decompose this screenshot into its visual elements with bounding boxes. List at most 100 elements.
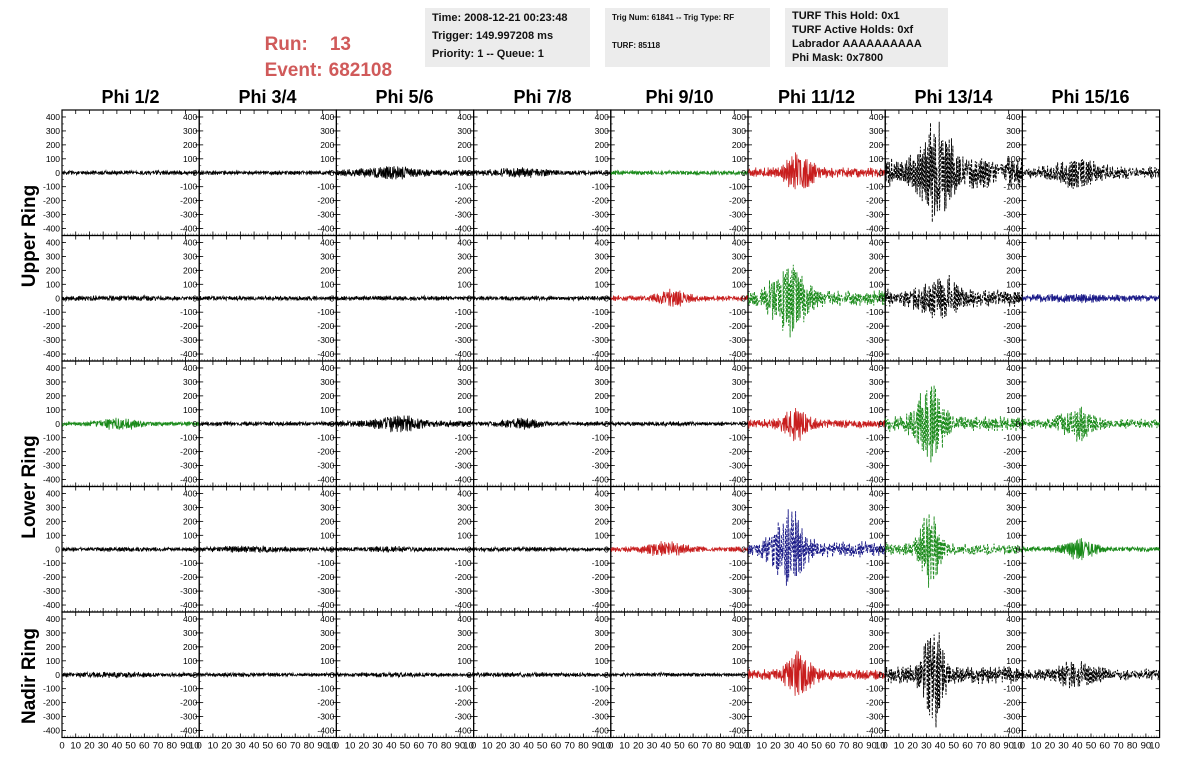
y-tick-label: 0 [604, 168, 609, 178]
y-tick-label: -400 [1003, 224, 1020, 234]
waveform-trace [336, 671, 474, 679]
y-tick-label: -300 [43, 335, 60, 345]
y-tick-label: -300 [729, 712, 746, 722]
waveform-trace [61, 546, 200, 553]
y-tick-label: -400 [317, 349, 334, 359]
y-tick-label: 200 [1006, 265, 1020, 275]
waveform-panel-r2-c4: 400 300 200 100 0 -100 -200 -300 -400 [592, 360, 749, 488]
x-tick-label: 10 [345, 741, 356, 752]
y-tick-label: -200 [729, 321, 746, 331]
y-tick-label: 400 [732, 237, 746, 247]
y-tick-label: -400 [729, 600, 746, 610]
y-tick-label: -100 [866, 182, 883, 192]
waveform-panel-r2-c5: 400 300 200 100 0 -100 -200 -300 -400 [729, 360, 886, 488]
y-tick-label: -200 [866, 196, 883, 206]
y-tick-label: -300 [180, 335, 197, 345]
y-tick-label: 200 [457, 642, 471, 652]
y-tick-label: 0 [1016, 670, 1021, 680]
y-tick-label: 400 [457, 614, 471, 624]
waveform-trace [747, 509, 886, 586]
y-tick-label: -200 [317, 321, 334, 331]
y-tick-label: -400 [592, 475, 609, 485]
waveform-trace [747, 264, 886, 338]
y-tick-label: 200 [320, 642, 334, 652]
y-tick-label: 0 [330, 293, 335, 303]
column-label-phi-9-10: Phi 9/10 [645, 87, 714, 107]
y-tick-label: 300 [595, 628, 609, 638]
x-tick-label: 10 [463, 741, 474, 752]
y-tick-label: 0 [1016, 419, 1021, 429]
waveform-trace [198, 545, 337, 554]
y-tick-label: 100 [595, 279, 609, 289]
y-tick-label: -400 [43, 475, 60, 485]
y-tick-label: -300 [729, 335, 746, 345]
y-tick-label: -100 [180, 182, 197, 192]
x-tick-label: 10 [1149, 741, 1160, 752]
y-tick-label: 200 [595, 516, 609, 526]
y-tick-label: 200 [869, 140, 883, 150]
y-tick-label: 300 [46, 126, 60, 136]
y-tick-label: -400 [180, 224, 197, 234]
y-tick-label: -400 [317, 224, 334, 234]
y-tick-label: -200 [43, 572, 60, 582]
y-tick-label: -400 [317, 600, 334, 610]
y-tick-label: 200 [457, 140, 471, 150]
y-tick-label: -300 [317, 210, 334, 220]
column-label-phi-15-16: Phi 15/16 [1051, 87, 1130, 107]
waveform-trace [198, 169, 337, 176]
y-tick-label: -200 [180, 196, 197, 206]
y-tick-label: -200 [1003, 447, 1020, 457]
x-tick-label: 40 [386, 741, 397, 752]
y-tick-label: -300 [180, 712, 197, 722]
x-tick-label: 90 [866, 741, 877, 752]
x-tick-label: 60 [1099, 741, 1110, 752]
y-tick-label: -100 [455, 182, 472, 192]
waveform-panel-r1-c3: 400 300 200 100 0 -100 -200 -300 -400 [455, 234, 612, 362]
y-tick-label: 200 [595, 391, 609, 401]
y-tick-label: -400 [455, 600, 472, 610]
y-tick-label: 400 [732, 488, 746, 498]
y-tick-label: 0 [467, 168, 472, 178]
y-tick-label: -200 [592, 447, 609, 457]
y-tick-label: 100 [595, 530, 609, 540]
panel-frame [884, 611, 1024, 739]
waveform-trace [61, 671, 200, 680]
y-tick-label: -300 [729, 586, 746, 596]
y-tick-label: 0 [55, 670, 60, 680]
y-tick-label: -300 [866, 210, 883, 220]
y-tick-label: 0 [467, 419, 472, 429]
y-tick-label: -300 [866, 712, 883, 722]
y-tick-label: 100 [183, 656, 197, 666]
y-tick-label: -300 [1003, 210, 1020, 220]
waveform-panel-r3-c5: 400 300 200 100 0 -100 -200 -300 -400 [729, 485, 886, 613]
y-tick-label: 400 [183, 363, 197, 373]
y-tick-label: 300 [320, 502, 334, 512]
waveform-trace [473, 295, 612, 302]
x-tick-label: 10 [738, 741, 749, 752]
y-tick-label: -100 [1003, 558, 1020, 568]
waveform-trace [473, 167, 612, 178]
y-tick-label: 0 [330, 544, 335, 554]
x-tick-label: 30 [1058, 741, 1069, 752]
y-tick-label: -300 [317, 712, 334, 722]
x-tick-label: 40 [112, 741, 123, 752]
y-tick-label: 200 [1006, 140, 1020, 150]
waveform-panel-r1-c6: 400 300 200 100 0 -100 -200 -300 -400 [866, 234, 1024, 362]
y-tick-label: 0 [741, 670, 746, 680]
y-tick-label: 200 [46, 140, 60, 150]
y-tick-label: 400 [1006, 112, 1020, 122]
y-tick-label: -300 [43, 586, 60, 596]
y-tick-label: 200 [595, 642, 609, 652]
y-tick-label: 0 [55, 293, 60, 303]
x-tick-label: 60 [688, 741, 699, 752]
y-tick-label: 100 [457, 279, 471, 289]
column-label-phi-7-8: Phi 7/8 [513, 87, 572, 107]
y-tick-label: -400 [592, 349, 609, 359]
info-phi-mask: Phi Mask: 0x7800 [792, 52, 884, 64]
y-tick-label: 300 [183, 377, 197, 387]
y-tick-label: 100 [320, 530, 334, 540]
